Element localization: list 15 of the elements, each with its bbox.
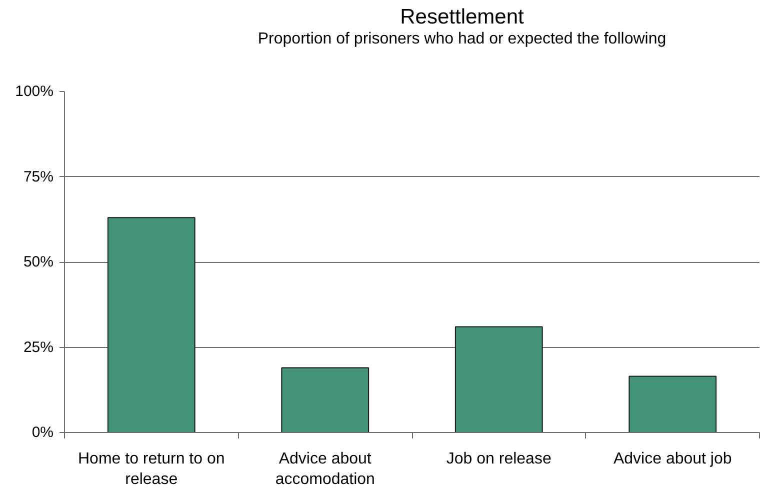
y-tick-label: 75% — [23, 168, 54, 186]
x-tick-label: Job on release — [446, 450, 552, 468]
x-tick-label: Advice about job — [613, 450, 732, 468]
bar — [281, 367, 370, 432]
y-tick-label: 100% — [15, 83, 54, 100]
y-tick-label: 25% — [23, 338, 54, 356]
y-tick-label: 50% — [23, 254, 54, 270]
y-tick-label: 0% — [32, 424, 54, 441]
bar — [628, 376, 717, 432]
chart-title: Resettlement — [400, 6, 524, 28]
x-tick-label: Home to return to on release — [78, 450, 225, 488]
chart-subtitle: Proportion of prisoners who had or expected the following — [258, 30, 666, 48]
x-tick-label: Advice about accomodation — [275, 450, 375, 488]
bar — [454, 326, 543, 432]
bar — [107, 217, 196, 432]
